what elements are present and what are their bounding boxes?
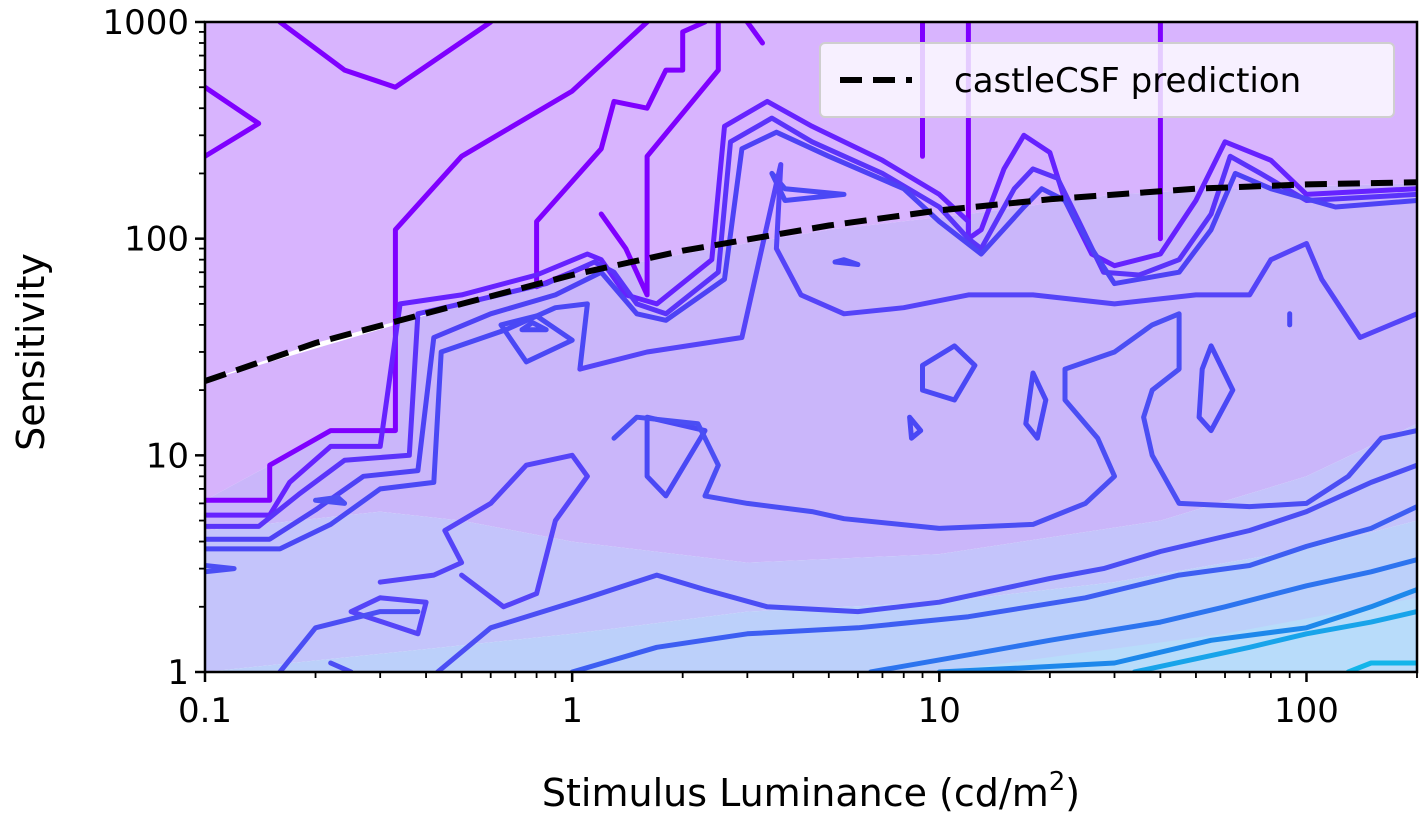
contour-line-30 [328, 660, 354, 672]
y-tick-label-0: 1 [167, 653, 189, 693]
contour-line-9 [205, 98, 1417, 518]
y-tick-label-3: 1000 [102, 3, 189, 43]
legend: castleCSF prediction [819, 42, 1395, 118]
contour-fill-layer [205, 22, 1417, 672]
contour-line-27 [313, 494, 348, 506]
prediction-line [205, 179, 1417, 384]
contour-line-35 [1132, 609, 1417, 672]
x-tick-label-3: 100 [1274, 691, 1339, 731]
x-tick-label-2: 10 [918, 691, 961, 731]
contour-line-2 [205, 84, 262, 159]
contour-line-19 [907, 414, 924, 441]
contour-fill-region-1 [205, 324, 396, 501]
contour-line-26 [205, 563, 237, 575]
contour-line-5 [744, 22, 765, 46]
contour-line-3 [534, 22, 708, 290]
plot-frame [203, 20, 1419, 674]
contour-line-25 [348, 595, 429, 637]
contour-fill-region-4 [205, 520, 1417, 672]
contour-line-1 [277, 22, 494, 90]
legend-box [819, 42, 1395, 118]
contour-line-4 [598, 22, 721, 298]
contour-line-24 [377, 452, 590, 610]
x-tick-label-0: 0.1 [178, 691, 232, 731]
y-tick-label-1: 10 [146, 436, 189, 476]
contour-line-12 [205, 301, 590, 552]
contour-line-15 [519, 320, 549, 333]
contour-line-29 [277, 609, 421, 672]
contour-line-16 [498, 313, 575, 365]
axis-ticks [195, 20, 1418, 682]
contour-line-11 [205, 129, 1417, 542]
contour-line-14 [832, 257, 861, 267]
x-tick-label-1: 1 [561, 691, 583, 731]
contour-line-0 [205, 22, 650, 503]
contour-line-32 [569, 504, 1417, 672]
contour-line-18 [920, 343, 978, 403]
y-axis-title: Sensitivity [9, 253, 53, 451]
contour-fill-region-2 [205, 183, 1417, 563]
contour-line-21 [1196, 343, 1236, 434]
contour-line-34 [936, 587, 1417, 672]
contour-line-33 [868, 557, 1417, 672]
contour-line-20 [1023, 370, 1049, 441]
legend-label: castleCSF prediction [954, 61, 1301, 101]
contour-line-36 [1345, 660, 1417, 672]
contour-line-28 [611, 311, 1417, 531]
contour-fill-region-5 [939, 597, 1417, 672]
x-axis-title: Stimulus Luminance (cd/m2) [542, 767, 1080, 815]
contour-line-23 [577, 162, 1417, 372]
contour-line-31 [435, 462, 1417, 672]
prediction-layer [205, 179, 1417, 384]
y-tick-label-2: 100 [124, 220, 189, 260]
contour-line-17 [644, 414, 708, 499]
contour-fill-region-3 [205, 423, 1417, 672]
